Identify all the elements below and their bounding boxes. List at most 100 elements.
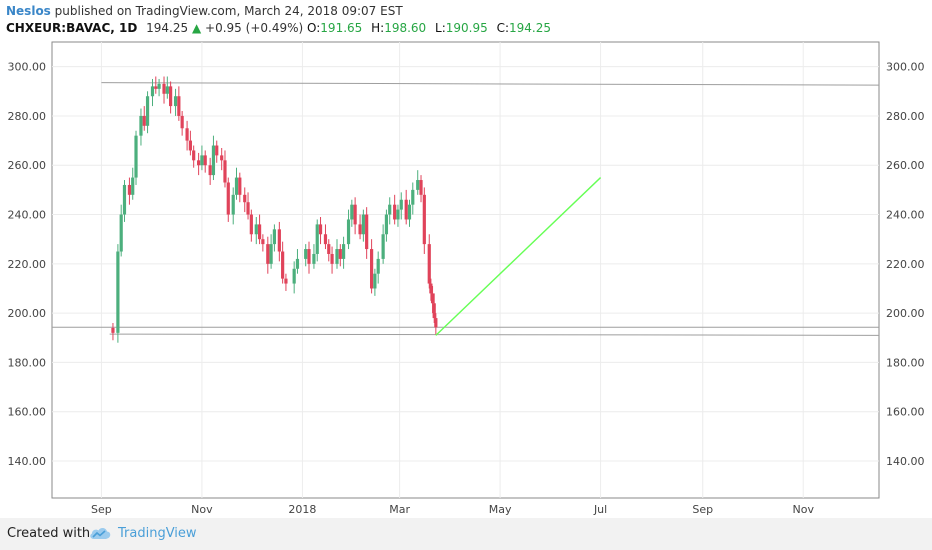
candle-body xyxy=(381,234,385,259)
x-tick-label: Mar xyxy=(389,503,410,516)
candle-body xyxy=(353,204,357,225)
grid-layer xyxy=(52,42,879,498)
candle-body xyxy=(312,253,316,264)
candle-body xyxy=(188,140,192,151)
candle-body xyxy=(341,244,346,259)
last-price: 194.25 xyxy=(146,21,189,35)
y-tick-label-right: 220.00 xyxy=(886,258,925,271)
candle-body xyxy=(338,249,342,259)
high-label: H: xyxy=(371,21,385,35)
candle-body xyxy=(226,182,230,215)
candle-body xyxy=(350,204,354,220)
candle-body xyxy=(127,184,132,195)
candle-body xyxy=(284,278,288,284)
candle-body xyxy=(361,214,365,235)
y-tick-label-left: 200.00 xyxy=(8,307,47,320)
x-tick-label: Nov xyxy=(191,503,213,516)
candle-body xyxy=(243,194,247,203)
up-arrow-icon: ▲ xyxy=(191,21,202,35)
horizontal-level-line xyxy=(109,333,880,336)
candle-body xyxy=(266,244,270,264)
candle-body xyxy=(220,155,224,161)
candle-body xyxy=(376,258,380,274)
candle-body xyxy=(422,194,426,245)
candle-body xyxy=(419,180,423,195)
candle-body xyxy=(384,214,389,235)
candle-body xyxy=(177,96,181,116)
candle-body xyxy=(295,258,300,269)
candle-body xyxy=(272,229,277,245)
candle-body xyxy=(323,234,328,245)
y-tick-label-right: 140.00 xyxy=(886,455,925,468)
candle-body xyxy=(145,96,150,126)
tradingview-brand-link[interactable]: TradingView xyxy=(118,526,197,541)
x-tick-label: May xyxy=(489,503,512,516)
created-with-text: Created with xyxy=(7,526,91,541)
candle-body xyxy=(277,229,281,252)
author-name[interactable]: Neslos xyxy=(6,4,51,18)
y-tick-label-left: 300.00 xyxy=(8,61,47,74)
y-tick-label-right: 200.00 xyxy=(886,307,925,320)
candle-body xyxy=(315,224,319,254)
candles-layer xyxy=(111,76,438,343)
y-tick-label-left: 260.00 xyxy=(8,159,47,172)
candle-body xyxy=(393,204,397,220)
candle-body xyxy=(427,244,431,284)
x-tick-label: 2018 xyxy=(288,503,316,516)
y-tick-label-left: 240.00 xyxy=(8,209,47,222)
trendline-layer xyxy=(435,177,602,336)
candle-body xyxy=(131,177,135,195)
candle-body xyxy=(318,224,323,235)
candle-body xyxy=(365,214,369,250)
candle-body xyxy=(165,86,169,94)
horizontal-lines-layer xyxy=(52,82,880,336)
close-label: C: xyxy=(496,21,510,35)
price-chart[interactable]: 140.00 140.00 160.00 160.00 180.00 180.00 200.… xyxy=(0,0,932,518)
candle-body xyxy=(203,155,207,166)
candle-body xyxy=(208,165,212,176)
open-value: 191.65 xyxy=(320,21,363,35)
publish-text: published on TradingView.com, March 24, … xyxy=(54,4,403,18)
candle-body xyxy=(185,128,189,141)
symbol-label: CHXEUR:BAVAC, 1D xyxy=(6,21,138,35)
candle-body xyxy=(416,180,420,190)
footer: Created with TradingView xyxy=(0,518,932,550)
plot-area xyxy=(51,41,880,499)
candle-body xyxy=(150,86,155,97)
candle-body xyxy=(399,199,403,210)
candle-body xyxy=(404,199,408,220)
symbol-info: CHXEUR:BAVAC, 1D 194.25 ▲ +0.95 (+0.49%)… xyxy=(6,21,551,35)
candle-body xyxy=(430,293,435,304)
y-tick-label-left: 220.00 xyxy=(8,258,47,271)
x-tick-label: Jul xyxy=(593,503,607,516)
open-label: O: xyxy=(307,21,321,35)
x-tick-label: Nov xyxy=(792,503,814,516)
y-tick-label-right: 300.00 xyxy=(886,61,925,74)
candle-body xyxy=(327,244,331,254)
price-change: +0.95 (+0.49%) xyxy=(205,21,304,35)
candle-body xyxy=(192,150,196,161)
candle-body xyxy=(116,251,120,333)
y-tick-label-right: 260.00 xyxy=(886,159,925,172)
candle-body xyxy=(269,244,273,264)
candle-body xyxy=(169,86,173,107)
candle-body xyxy=(411,189,415,205)
candle-body xyxy=(215,145,219,156)
y-tick-label-left: 160.00 xyxy=(8,406,47,419)
high-value: 198.60 xyxy=(384,21,427,35)
y-tick-label-left: 140.00 xyxy=(8,455,47,468)
candle-body xyxy=(122,184,127,215)
candle-body xyxy=(119,214,123,252)
axis-labels-layer: 140.00 140.00 160.00 160.00 180.00 180.00 200.… xyxy=(8,61,925,516)
candle-body xyxy=(157,83,161,89)
projection-trendline xyxy=(435,177,602,336)
candle-body xyxy=(281,251,285,279)
y-tick-label-left: 180.00 xyxy=(8,356,47,369)
candle-body xyxy=(200,155,204,166)
candle-body xyxy=(261,239,265,245)
candle-body xyxy=(180,115,184,129)
y-tick-label-right: 280.00 xyxy=(886,110,925,123)
candle-body xyxy=(249,214,253,235)
publish-info: Neslos published on TradingView.com, Mar… xyxy=(6,4,403,18)
candle-body xyxy=(162,83,166,94)
